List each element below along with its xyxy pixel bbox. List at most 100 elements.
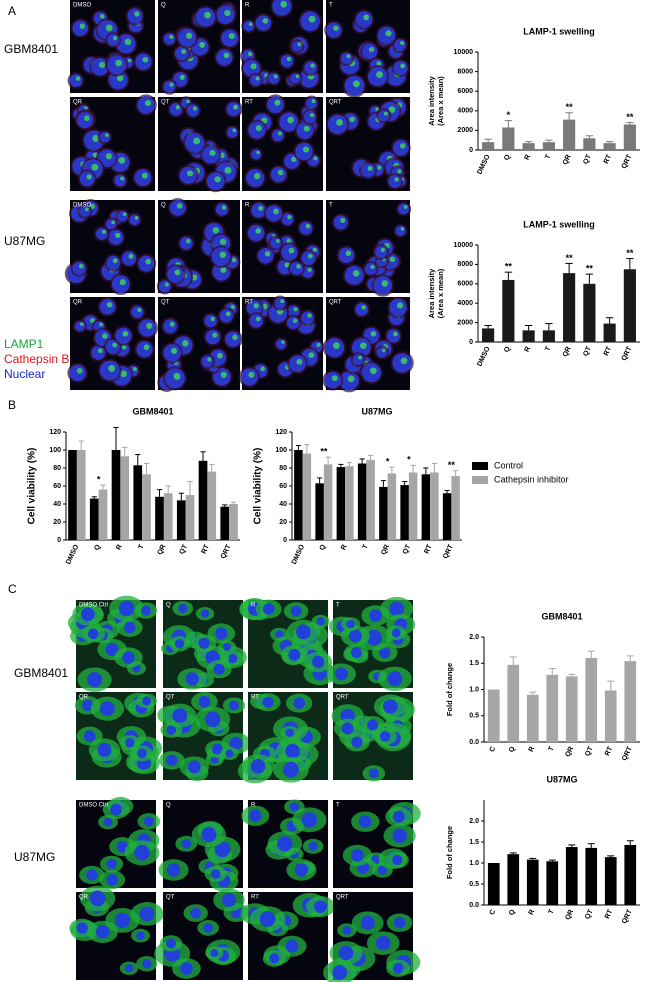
bar — [522, 143, 535, 150]
lysosome — [118, 157, 126, 164]
x-tick-label: Q — [508, 908, 517, 916]
nucleus — [294, 863, 309, 877]
lysosome — [256, 150, 260, 155]
image-label: QRT — [336, 695, 349, 701]
x-tick-label: QT — [582, 345, 593, 357]
lysosome — [181, 49, 186, 54]
bar — [624, 661, 637, 742]
lysosome — [400, 357, 408, 365]
micrograph: RT — [237, 692, 328, 784]
nucleus — [392, 139, 409, 156]
lysosome — [225, 311, 231, 317]
image-label: QR — [79, 895, 89, 901]
x-tick-label: QT — [584, 745, 595, 757]
lysosome — [120, 370, 127, 378]
lysosome — [133, 367, 137, 371]
lysosome — [78, 263, 84, 269]
nucleus — [362, 43, 378, 60]
nucleus — [166, 754, 178, 767]
nucleus — [106, 874, 118, 886]
nucleus — [204, 711, 221, 728]
image-label: QRT — [336, 895, 349, 901]
x-tick-label: Q — [508, 745, 517, 753]
micrograph: QR — [70, 94, 157, 191]
nucleus — [288, 648, 301, 661]
lysosome — [115, 59, 122, 67]
nucleus — [186, 104, 200, 117]
y-tick-label: 0 — [469, 339, 473, 346]
nucleus — [82, 699, 94, 712]
nucleus — [163, 33, 176, 45]
nucleus — [262, 696, 274, 708]
micrograph: QR — [67, 296, 158, 390]
bar — [522, 330, 535, 342]
nucleus — [338, 247, 355, 264]
nucleus — [289, 802, 299, 812]
nucleus — [312, 655, 325, 669]
y-tick-label: 120 — [275, 429, 287, 436]
y-axis-label: (Area x mean) — [436, 268, 445, 318]
bar — [526, 694, 539, 742]
x-tick-label: RT — [604, 745, 615, 757]
nucleus — [215, 203, 229, 216]
legend-swatch — [472, 476, 488, 484]
lysosome — [375, 107, 379, 112]
lysosome — [212, 227, 220, 234]
nucleus — [285, 939, 299, 953]
lysosome — [207, 357, 212, 362]
bar — [603, 323, 616, 342]
nucleus — [368, 768, 379, 779]
image-label: QR — [73, 100, 83, 106]
lysosome — [310, 63, 315, 68]
bar — [487, 863, 500, 905]
lysosome — [400, 63, 406, 69]
bar — [585, 847, 598, 905]
nucleus — [72, 261, 86, 275]
nucleus — [275, 339, 287, 350]
nucleus — [166, 938, 176, 949]
image-label: R — [245, 3, 250, 9]
x-tick-label: Q — [503, 153, 512, 161]
significance: ** — [626, 248, 634, 258]
bar — [302, 453, 312, 540]
nucleus — [270, 166, 287, 183]
chart-title: U87MG — [546, 774, 577, 784]
y-tick-label: 6000 — [457, 88, 473, 95]
bar — [604, 857, 617, 905]
y-tick-label: 80 — [279, 465, 287, 472]
bar — [198, 460, 208, 540]
lysosome — [340, 217, 346, 223]
nucleus — [123, 621, 136, 634]
nucleus — [352, 354, 364, 366]
nucleus — [251, 202, 267, 218]
x-tick-label: QR — [562, 346, 573, 358]
micrograph: T — [333, 800, 421, 888]
lysosome — [247, 51, 253, 57]
lysosome — [308, 15, 316, 23]
lysosome — [85, 207, 89, 212]
lysosome — [305, 223, 311, 229]
nucleus — [114, 174, 127, 187]
x-tick-label: QT — [584, 908, 595, 920]
lysosome — [134, 216, 139, 220]
nucleus — [342, 926, 352, 935]
nucleus — [346, 619, 355, 629]
nucleus — [316, 617, 325, 626]
nucleus — [326, 22, 342, 38]
y-tick-label: 0.5 — [469, 881, 479, 888]
significance: ** — [566, 253, 574, 263]
nucleus — [379, 731, 391, 742]
lysosome — [214, 176, 221, 183]
nucleus — [299, 221, 313, 235]
lysosome — [275, 239, 280, 243]
y-tick-label: 10000 — [454, 49, 474, 56]
nucleus — [290, 73, 301, 84]
lysosome — [174, 269, 181, 276]
nucleus — [382, 699, 398, 714]
lysosome — [370, 367, 377, 375]
lysosome — [97, 348, 103, 354]
nucleus — [107, 34, 120, 47]
nucleus — [250, 149, 262, 160]
nucleus — [305, 97, 318, 109]
y-tick-label: 4000 — [457, 108, 473, 115]
